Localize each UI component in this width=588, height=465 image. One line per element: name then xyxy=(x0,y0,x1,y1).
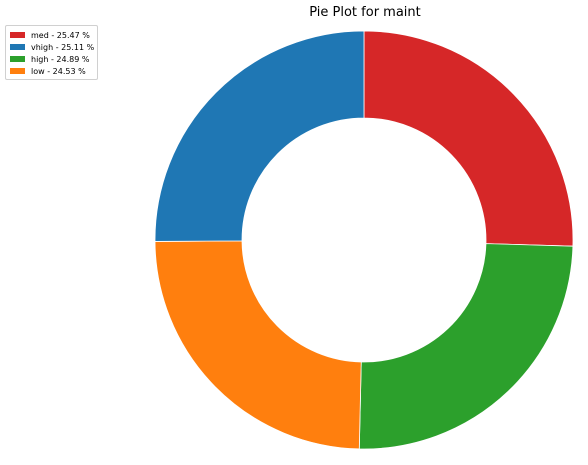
pie-slice-low xyxy=(154,240,362,450)
legend-label-high: high - 24.89 % xyxy=(31,54,90,64)
pie-slice-med xyxy=(363,30,574,247)
legend-label-vhigh: vhigh - 25.11 % xyxy=(31,42,95,52)
pie-slice-vhigh xyxy=(154,30,365,242)
legend-item-med: med - 25.47 % xyxy=(10,29,94,41)
legend-item-vhigh: vhigh - 25.11 % xyxy=(10,41,94,53)
legend-label-low: low - 24.53 % xyxy=(31,66,86,76)
legend-swatch-high xyxy=(10,56,25,62)
pie-slice-high xyxy=(358,243,574,450)
chart-title: Pie Plot for maint xyxy=(309,5,421,20)
legend: med - 25.47 % vhigh - 25.11 % high - 24.89… xyxy=(5,25,98,80)
legend-label-med: med - 25.47 % xyxy=(31,30,90,40)
legend-item-high: high - 24.89 % xyxy=(10,53,94,65)
legend-swatch-med xyxy=(10,32,25,38)
legend-item-low: low - 24.53 % xyxy=(10,65,94,77)
legend-swatch-low xyxy=(10,68,25,74)
legend-swatch-vhigh xyxy=(10,44,25,50)
